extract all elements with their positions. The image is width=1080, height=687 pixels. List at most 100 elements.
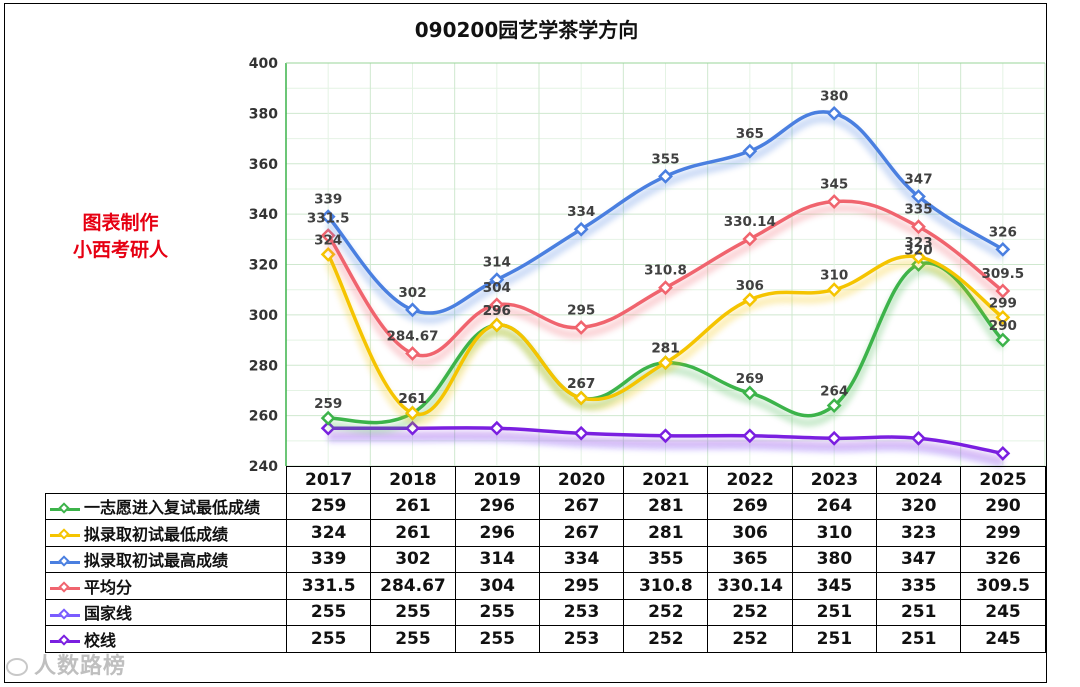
table-row: 国家线 255 255 255 253 252 252 251 251 245 — [45, 598, 1046, 626]
series-1-data-label: 261 — [398, 391, 426, 407]
credit-line-1: 图表制作 — [82, 212, 159, 234]
table-cell: 302 — [370, 545, 456, 573]
series-3-marker — [658, 280, 673, 296]
series-3-marker — [826, 194, 842, 209]
table-body: 一志愿进入复试最低成绩 259 261 296 267 281 269 264 320 290 拟录… — [45, 492, 1046, 653]
table-cell: 339 — [285, 545, 372, 573]
legend-entry: 一志愿进入复试最低成绩 — [45, 492, 287, 520]
table-cell: 261 — [370, 519, 456, 547]
table-cell: 255 — [285, 598, 372, 626]
table-cell: 253 — [538, 625, 625, 653]
table-cell: 324 — [285, 519, 372, 547]
table-cell: 290 — [960, 492, 1046, 520]
table-cell: 296 — [454, 492, 540, 520]
table-cell: 334 — [538, 545, 625, 573]
year-header-cell: 2023 — [791, 466, 878, 494]
series-5-marker — [911, 430, 926, 446]
year-header-cell: 2025 — [960, 466, 1046, 494]
series-0-data-label: 320 — [904, 243, 932, 259]
series-0-marker — [320, 410, 336, 426]
table-cell: 310.8 — [623, 572, 709, 600]
series-0-data-label: 269 — [736, 371, 764, 387]
table-cell: 251 — [876, 598, 962, 626]
table-cell: 320 — [876, 492, 962, 520]
y-tick-label: 360 — [249, 157, 278, 173]
series-5-marker — [742, 428, 758, 444]
series-2-marker — [405, 302, 420, 318]
series-1-data-label: 306 — [736, 278, 764, 294]
series-3-data-label: 295 — [567, 302, 595, 318]
legend-key-icon — [50, 634, 80, 647]
series-0-data-label: 267 — [567, 376, 595, 392]
table-cell: 245 — [960, 598, 1046, 626]
table-cell: 253 — [538, 598, 625, 626]
series-3-marker — [573, 320, 589, 335]
series-2-marker — [658, 168, 673, 184]
year-header-cell: 2018 — [370, 466, 456, 494]
year-header-cell: 2017 — [285, 466, 372, 494]
table-cell: 314 — [454, 545, 540, 573]
table-cell: 252 — [623, 625, 709, 653]
table-cell: 267 — [538, 492, 625, 520]
series-0-data-label: 264 — [820, 384, 848, 400]
series-0-data-label: 261 — [398, 391, 426, 407]
table-cell: 252 — [707, 598, 793, 626]
table-cell: 251 — [876, 625, 962, 653]
series-2-marker — [911, 189, 926, 204]
legend-label: 拟录取初试最低成绩 — [84, 524, 229, 544]
table-cell: 264 — [791, 492, 878, 520]
series-layer — [320, 105, 1011, 468]
series-1-marker — [658, 355, 673, 371]
y-tick-label: 300 — [249, 308, 278, 324]
y-tick-label: 280 — [249, 358, 278, 374]
table-cell: 304 — [454, 572, 540, 600]
table-cell: 335 — [876, 572, 962, 600]
table-corner — [45, 466, 287, 494]
series-1-marker — [742, 292, 758, 308]
series-1-shadow — [324, 259, 1006, 426]
y-tick-label: 320 — [249, 258, 278, 274]
legend-entry: 平均分 — [45, 572, 287, 600]
legend-entry: 拟录取初试最高成绩 — [45, 545, 287, 573]
legend-label: 一志愿进入复试最低成绩 — [84, 498, 261, 518]
table-cell: 255 — [370, 625, 456, 653]
legend-key-icon — [50, 555, 80, 568]
table-cell: 255 — [285, 625, 372, 653]
series-2-data-label: 314 — [483, 255, 511, 271]
table-row: 平均分 331.5 284.67 304 295 310.8 330.14 345 335 309… — [45, 572, 1046, 600]
series-1-data-label: 324 — [314, 232, 342, 248]
series-1-data-label: 281 — [651, 341, 679, 357]
series-2-data-label: 347 — [904, 171, 932, 187]
watermark: 人数路榜 — [6, 648, 126, 680]
table-row: 拟录取初试最高成绩 339 302 314 334 355 365 380 347 326 — [45, 545, 1046, 573]
series-2-data-label: 380 — [820, 88, 848, 104]
series-3-data-label: 309.5 — [981, 266, 1024, 282]
series-0-data-label: 259 — [314, 396, 342, 412]
series-3-data-label: 335 — [904, 202, 932, 218]
y-tick-label: 400 — [249, 56, 278, 72]
table-cell: 251 — [791, 598, 878, 626]
y-tick-label: 340 — [249, 207, 278, 223]
table-cell: 331.5 — [285, 572, 372, 600]
table-cell: 261 — [370, 492, 456, 520]
series-2-marker — [995, 241, 1011, 257]
series-2-data-label: 326 — [989, 224, 1017, 240]
series-2-data-label: 355 — [651, 151, 679, 167]
series-0-marker — [742, 385, 758, 401]
series-3-marker — [911, 219, 926, 235]
chart-credit: 图表制作 小西考研人 — [58, 210, 183, 264]
table-cell: 255 — [370, 598, 456, 626]
legend-entry: 拟录取初试最低成绩 — [45, 519, 287, 547]
series-5-marker — [658, 428, 673, 444]
series-1-data-label: 323 — [904, 235, 932, 251]
year-header-cell: 2024 — [876, 466, 962, 494]
series-0-data-label: 296 — [483, 303, 511, 319]
year-header-row: 2017 2018 2019 2020 2021 2022 2023 2024 2025 — [45, 466, 1046, 494]
series-2-data-label: 334 — [567, 204, 595, 220]
year-header-cell: 2022 — [707, 466, 793, 494]
table-cell: 323 — [876, 519, 962, 547]
table-cell: 309.5 — [960, 572, 1046, 600]
series-3-data-label: 345 — [820, 177, 848, 193]
year-header-cell: 2019 — [454, 466, 540, 494]
table-row: 拟录取初试最低成绩 324 261 296 267 281 306 310 323 299 — [45, 519, 1046, 547]
